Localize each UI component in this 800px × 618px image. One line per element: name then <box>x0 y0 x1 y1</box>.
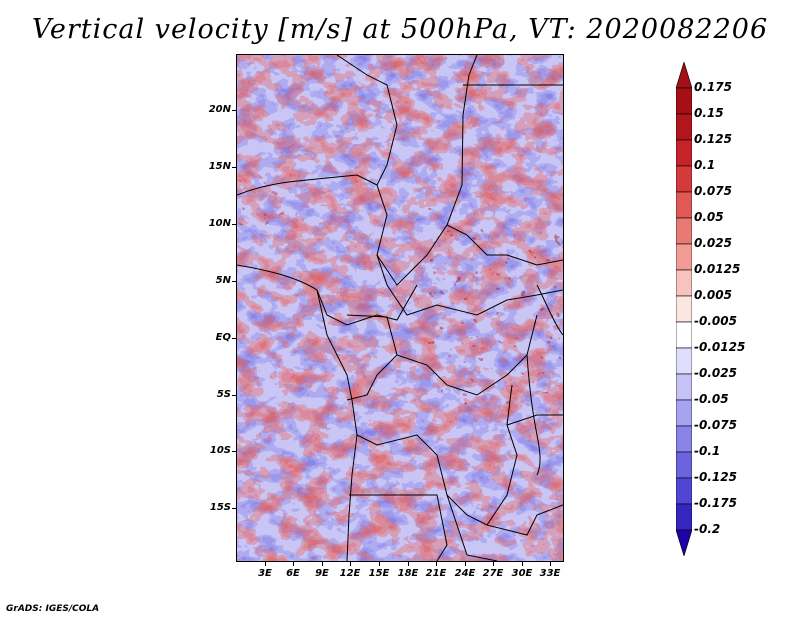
lat-label-15n: 15N <box>208 161 231 172</box>
colorbar-label: 0.005 <box>694 288 732 302</box>
colorbar-label: 0.175 <box>694 80 732 94</box>
border-uganda <box>536 284 563 336</box>
lat-tick <box>232 224 236 225</box>
lat-tick <box>232 451 236 452</box>
colorbar-label: 0.0125 <box>694 262 741 276</box>
colorbar-segment <box>676 191 692 219</box>
border-drc-south <box>351 384 518 526</box>
lat-label-5s: 5S <box>216 389 231 400</box>
lon-label-27e: 27E <box>482 568 504 579</box>
colorbar-label: 0.05 <box>694 210 724 224</box>
colorbar-segment <box>676 217 692 245</box>
colorbar-segment <box>676 113 692 141</box>
lon-label-24e: 24E <box>454 568 476 579</box>
colorbar-segment <box>676 243 692 271</box>
border-zambia <box>486 504 563 536</box>
lon-tick <box>379 562 380 566</box>
lat-tick <box>232 167 236 168</box>
coastline-west <box>316 289 353 401</box>
colorbar-label: -0.125 <box>694 470 737 484</box>
colorbar-segment <box>676 165 692 193</box>
colorbar-bottom-arrow <box>676 529 692 556</box>
convective-cores <box>237 165 563 405</box>
lat-label-10n: 10N <box>208 218 231 229</box>
colorbar-segment <box>676 399 692 427</box>
lon-tick <box>265 562 266 566</box>
plot-title: Vertical velocity [m/s] at 500hPa, VT: 2… <box>31 14 769 45</box>
lat-label-eq: EQ <box>215 332 231 343</box>
colorbar-segment <box>676 321 692 349</box>
lon-label-33e: 33E <box>539 568 561 579</box>
colorbar-label: -0.2 <box>694 522 721 536</box>
colorbar-segment <box>676 425 692 453</box>
grads-credit: GrADS: IGES/COLA <box>6 604 100 614</box>
lat-tick <box>232 508 236 509</box>
colorbar-segment <box>676 295 692 323</box>
colorbar-label: -0.005 <box>694 314 737 328</box>
lon-tick <box>322 562 323 566</box>
colorbar-label: 0.1 <box>694 158 716 172</box>
border-angola-namibia <box>349 494 448 561</box>
lon-tick <box>350 562 351 566</box>
lon-label-18e: 18E <box>397 568 419 579</box>
country-borders <box>237 55 563 561</box>
colorbar-label: -0.175 <box>694 496 737 510</box>
border-car-south <box>376 254 563 316</box>
colorbar-segment <box>676 87 692 115</box>
colorbar-top-arrow <box>676 62 692 89</box>
lon-tick <box>522 562 523 566</box>
lon-tick <box>465 562 466 566</box>
colorbar-label: 0.075 <box>694 184 732 198</box>
lon-tick <box>493 562 494 566</box>
lat-label-10s: 10S <box>209 445 231 456</box>
colorbar-label: -0.075 <box>694 418 737 432</box>
lat-tick <box>232 110 236 111</box>
lat-tick <box>232 281 236 282</box>
colorbar-label: -0.05 <box>694 392 729 406</box>
lon-label-6e: 6E <box>286 568 300 579</box>
lon-tick <box>408 562 409 566</box>
colorbar-label: 0.025 <box>694 236 732 250</box>
colorbar-segment <box>676 347 692 375</box>
lon-label-9e: 9E <box>315 568 329 579</box>
lat-label-20n: 20N <box>208 104 231 115</box>
colorbar <box>676 62 692 556</box>
lon-tick <box>293 562 294 566</box>
colorbar-label: -0.1 <box>694 444 721 458</box>
lon-label-15e: 15E <box>368 568 390 579</box>
lon-tick <box>436 562 437 566</box>
map-panel <box>236 54 564 562</box>
border-sudan-ss <box>446 224 563 266</box>
colorbar-label: -0.025 <box>694 366 737 380</box>
border-nigeria-cameroon <box>237 264 418 326</box>
lake-tanganyika <box>526 354 541 476</box>
colorbar-segment <box>676 451 692 479</box>
lon-label-30e: 30E <box>511 568 533 579</box>
lon-label-12e: 12E <box>339 568 361 579</box>
lat-tick <box>232 338 236 339</box>
colorbar-label: 0.15 <box>694 106 724 120</box>
lon-label-3e: 3E <box>258 568 272 579</box>
colorbar-segment <box>676 477 692 505</box>
border-tanzania <box>506 414 563 426</box>
colorbar-segment <box>676 373 692 401</box>
border-north <box>237 55 478 286</box>
vertical-velocity-map <box>237 55 563 561</box>
lat-label-15s: 15S <box>209 502 231 513</box>
lon-label-21e: 21E <box>425 568 447 579</box>
colorbar-label: -0.0125 <box>694 340 746 354</box>
colorbar-segment <box>676 269 692 297</box>
border-congo <box>346 314 398 401</box>
lon-tick <box>550 562 551 566</box>
lat-label-5n: 5N <box>215 275 231 286</box>
lat-tick <box>232 395 236 396</box>
colorbar-segment <box>676 503 692 531</box>
border-zambia-south <box>446 494 498 561</box>
border-libya-niger <box>336 55 398 186</box>
colorbar-label: 0.125 <box>694 132 732 146</box>
colorbar-segment <box>676 139 692 167</box>
